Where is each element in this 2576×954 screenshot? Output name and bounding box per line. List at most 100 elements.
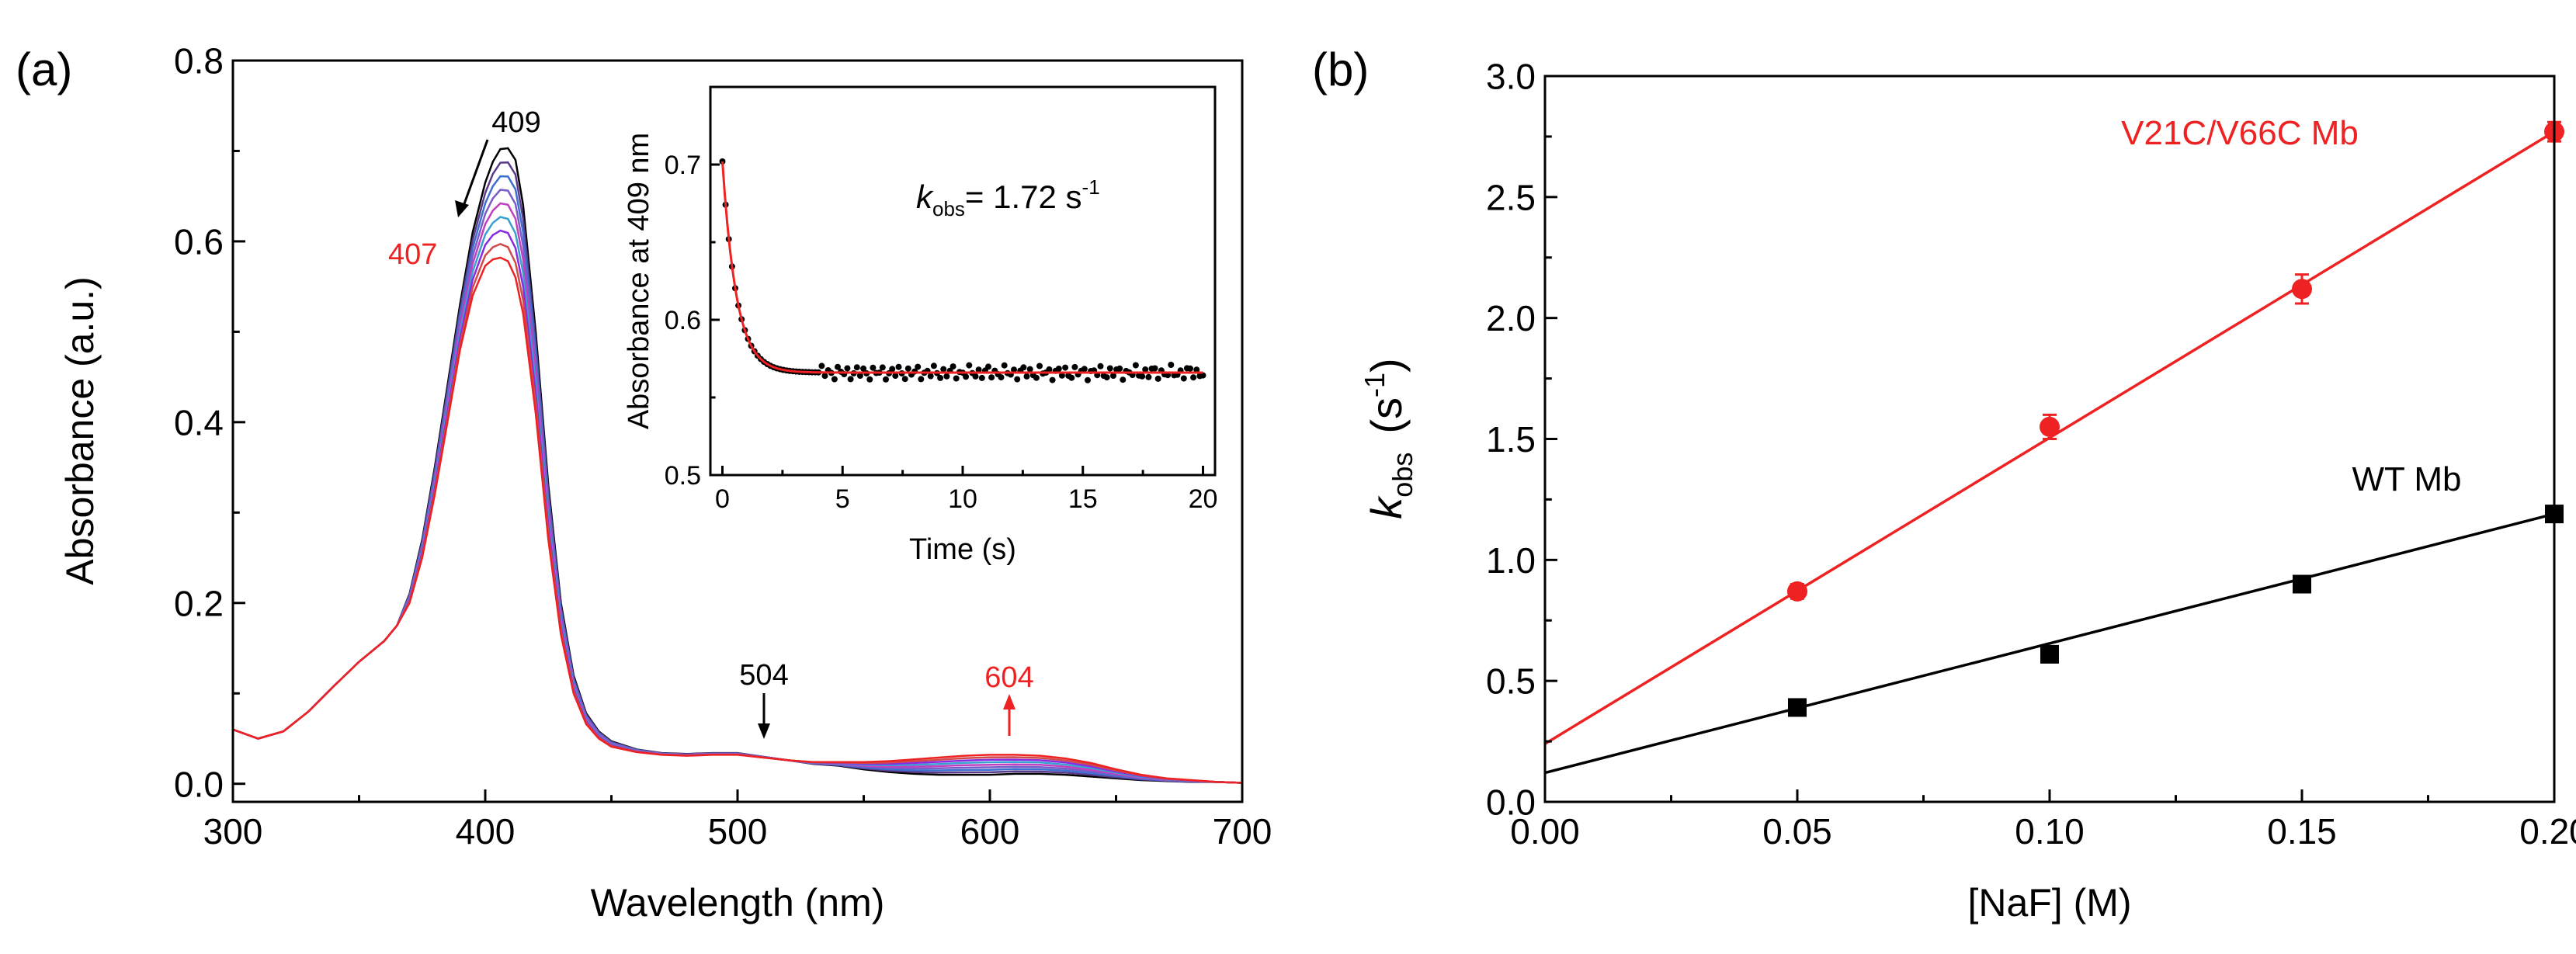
panel-a: (a) 300 400 500 600 700 0.0 0.2 0.4 0.6 0.8 Wavel… bbox=[16, 41, 1272, 925]
inset-data-point bbox=[1026, 366, 1033, 373]
inset-data-point bbox=[831, 376, 838, 383]
x-tick-label: 5 bbox=[835, 484, 850, 514]
inset-data-point bbox=[1106, 365, 1113, 372]
plot-a-xlabel: Wavelength (nm) bbox=[591, 881, 885, 925]
inset-data-point bbox=[901, 376, 908, 383]
legend-wt: WT Mb bbox=[2352, 460, 2462, 498]
annotation-409: 409 bbox=[491, 106, 540, 139]
inset-data-point bbox=[972, 373, 979, 380]
inset-frame bbox=[709, 85, 1217, 477]
kobs-value: = 1.72 s bbox=[965, 179, 1082, 215]
ylabel-k: k bbox=[1362, 495, 1411, 519]
inset-data-point bbox=[1058, 372, 1065, 379]
annotation-604: 604 bbox=[984, 661, 1033, 694]
ylabel-close: ) bbox=[1362, 358, 1411, 373]
y-tick-label: 1.0 bbox=[1486, 540, 1536, 581]
inset-fit-curve bbox=[721, 161, 1203, 374]
inset-data-point bbox=[918, 376, 925, 383]
kobs-sup: -1 bbox=[1082, 175, 1100, 199]
inset-data-point bbox=[998, 374, 1005, 381]
ylabel-sup: -1 bbox=[1359, 373, 1390, 397]
inset-data-point bbox=[988, 374, 995, 381]
ylabel-unit: (s bbox=[1362, 397, 1411, 434]
inset-axes: 0 5 10 15 20 0.5 0.6 0.7 bbox=[665, 151, 1218, 514]
inset-data-point bbox=[870, 364, 877, 371]
x-tick-label: 700 bbox=[1213, 811, 1272, 852]
inset-data-point bbox=[1046, 366, 1053, 373]
inset-data-point bbox=[860, 365, 867, 372]
inset-data-point bbox=[1190, 374, 1197, 381]
x-tick-label: 0.10 bbox=[2015, 811, 2085, 852]
inset-data-point bbox=[844, 365, 851, 372]
inset-data-point bbox=[1001, 362, 1008, 369]
data-point-v21c bbox=[2292, 279, 2312, 300]
inset-data-point bbox=[915, 363, 922, 370]
inset-data-point bbox=[856, 373, 863, 379]
inset-kinetics: 0 5 10 15 20 0.5 0.6 0.7 Time (s) Absorbance at… bbox=[623, 85, 1218, 566]
data-point-wt bbox=[2040, 644, 2059, 664]
inset-data-point bbox=[1049, 376, 1056, 383]
inset-data-point bbox=[943, 373, 950, 380]
inset-ylabel: Absorbance at 409 nm bbox=[623, 133, 655, 429]
x-tick-label: 400 bbox=[456, 811, 516, 852]
y-tick-label: 3.0 bbox=[1486, 57, 1536, 97]
inset-data-point bbox=[1011, 366, 1017, 373]
inset-data-point bbox=[883, 376, 889, 383]
inset-data-point bbox=[1187, 365, 1193, 372]
inset-xlabel: Time (s) bbox=[909, 533, 1016, 566]
inset-data-point bbox=[892, 373, 899, 380]
x-tick-label: 0.05 bbox=[1762, 811, 1832, 852]
y-tick-label: 0.8 bbox=[174, 41, 224, 82]
y-tick-label: 2.0 bbox=[1486, 298, 1536, 338]
inset-data-point bbox=[930, 363, 937, 369]
data-point-v21c bbox=[2040, 416, 2060, 437]
inset-data-point bbox=[975, 366, 982, 373]
inset-data-point bbox=[1081, 366, 1088, 373]
inset-data-point bbox=[1110, 373, 1116, 379]
inset-data-point bbox=[966, 362, 973, 369]
kobs-k: k bbox=[916, 179, 934, 215]
ylabel-sub: obs bbox=[1387, 453, 1418, 498]
inset-data-point bbox=[1036, 363, 1043, 369]
plot-b-ylabel: kobs (s-1) bbox=[1359, 358, 1418, 519]
inset-data-point bbox=[818, 363, 825, 369]
plot-b-axes: 0.00 0.05 0.10 0.15 0.20 0.0 0.5 1.0 1.5 2.0 2.5 3.… bbox=[1486, 57, 2576, 852]
panel-b: (b) 0.00 0.05 0.10 0.15 0.20 0.0 0.5 1.0 1.5 2.0 2… bbox=[1312, 43, 2576, 925]
inset-data-point bbox=[937, 374, 944, 381]
arrow-409 bbox=[461, 139, 489, 209]
inset-data-point bbox=[1154, 375, 1161, 382]
data-point-wt bbox=[2293, 574, 2311, 594]
inset-data-point bbox=[963, 373, 970, 380]
y-tick-label: 0.0 bbox=[174, 764, 224, 804]
x-tick-label: 0.15 bbox=[2267, 811, 2337, 852]
inset-series bbox=[719, 158, 1206, 383]
plot-a-frame bbox=[231, 59, 1244, 803]
y-tick-label: 0.4 bbox=[174, 402, 224, 442]
y-tick-label: 0.7 bbox=[665, 151, 701, 180]
inset-data-point bbox=[1103, 374, 1110, 381]
annotation-407: 407 bbox=[388, 238, 437, 271]
inset-data-point bbox=[835, 363, 841, 370]
plot-b-xlabel: [NaF] (M) bbox=[1967, 881, 2131, 925]
inset-data-point bbox=[1014, 376, 1021, 383]
inset-data-point bbox=[953, 375, 960, 382]
y-tick-label: 0.5 bbox=[1486, 661, 1536, 702]
y-tick-label: 0.5 bbox=[665, 461, 701, 491]
plot-a-ylabel: Absorbance (a.u.) bbox=[58, 276, 102, 585]
inset-data-point bbox=[1062, 364, 1069, 371]
inset-data-point bbox=[1142, 366, 1149, 373]
inset-data-point bbox=[1023, 373, 1030, 380]
inset-data-point bbox=[821, 373, 828, 380]
y-tick-label: 0.6 bbox=[174, 221, 224, 262]
inset-data-point bbox=[1085, 376, 1091, 383]
inset-data-point bbox=[847, 376, 854, 383]
panel-a-label: (a) bbox=[16, 43, 72, 95]
inset-data-point bbox=[1033, 374, 1040, 381]
fit-line-wt bbox=[1544, 512, 2555, 775]
inset-data-point bbox=[1139, 373, 1146, 380]
inset-data-point bbox=[1145, 373, 1152, 380]
inset-data-point bbox=[879, 364, 886, 371]
spectrum-intermediate-scan bbox=[232, 175, 1243, 784]
inset-data-point bbox=[1151, 365, 1158, 372]
